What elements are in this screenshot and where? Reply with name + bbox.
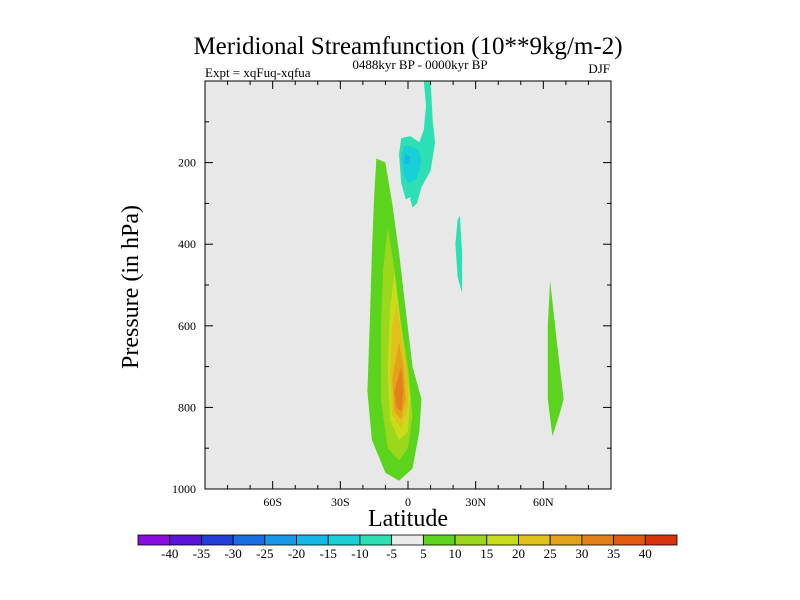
colorbar-label: -10 bbox=[351, 546, 368, 561]
colorbar-label: 40 bbox=[639, 546, 652, 561]
colorbar-label: 35 bbox=[607, 546, 620, 561]
contour-mid-strip-m5 bbox=[455, 215, 463, 294]
colorbar-swatch bbox=[327, 534, 361, 546]
colorbar-swatch bbox=[391, 534, 424, 546]
x-axis-label: Latitude bbox=[368, 506, 448, 532]
x-tick-label: 30N bbox=[465, 495, 486, 509]
colorbar-swatch bbox=[169, 534, 202, 546]
x-tick-label: 0 bbox=[405, 495, 411, 509]
colorbar-swatch bbox=[613, 534, 646, 546]
colorbar-label: 15 bbox=[480, 546, 493, 561]
colorbar-label: -5 bbox=[386, 546, 397, 561]
colorbar-label: -25 bbox=[256, 546, 273, 561]
y-tick-label: 200 bbox=[178, 156, 196, 170]
colorbar-label: 20 bbox=[512, 546, 525, 561]
y-axis-label: Pressure (in hPa) bbox=[118, 205, 144, 369]
colorbar-swatch bbox=[137, 534, 171, 546]
colorbar-swatch bbox=[264, 534, 297, 546]
x-tick-labels: 60S 30S 0 30N 60N bbox=[263, 495, 554, 509]
x-tick-label: 60S bbox=[263, 495, 282, 509]
colorbar-swatch bbox=[581, 534, 614, 546]
colorbar-labels: -40 -35 -30 -25 -20 -15 -10 -5 5 10 15 20 25 30 35 40 bbox=[161, 546, 652, 561]
chart-title: Meridional Streamfunction (10**9kg/m-2) bbox=[193, 33, 622, 60]
subtitle-left: Expt = xqFuq-xqfua bbox=[205, 65, 311, 80]
colorbar-swatch bbox=[549, 534, 583, 546]
colorbar-label: -30 bbox=[224, 546, 241, 561]
colorbar-label: -35 bbox=[193, 546, 210, 561]
colorbar bbox=[137, 534, 678, 546]
y-tick-labels: 200 400 600 800 1000 bbox=[172, 156, 196, 496]
colorbar-swatch bbox=[644, 534, 678, 546]
colorbar-swatch bbox=[518, 534, 551, 546]
x-tick-label: 30S bbox=[331, 495, 350, 509]
y-tick-label: 600 bbox=[178, 319, 196, 333]
subtitle-center: 0488kyr BP - 0000kyr BP bbox=[352, 57, 487, 72]
colorbar-label: -15 bbox=[320, 546, 337, 561]
colorbar-swatch bbox=[201, 534, 234, 546]
colorbar-swatch bbox=[232, 534, 266, 546]
y-tick-label: 1000 bbox=[172, 482, 196, 496]
colorbar-label: 10 bbox=[449, 546, 462, 561]
y-tick-label: 800 bbox=[178, 400, 196, 414]
colorbar-label: 30 bbox=[575, 546, 588, 561]
contour-upper-core-m15 bbox=[403, 154, 411, 165]
contour-sh-cell-35 bbox=[394, 366, 404, 412]
colorbar-swatch bbox=[486, 534, 519, 546]
colorbar-swatch bbox=[359, 534, 393, 546]
colorbar-label: 5 bbox=[420, 546, 427, 561]
subtitle-right: DJF bbox=[588, 61, 610, 76]
axis-ticks bbox=[205, 81, 611, 489]
contour-upper-branch-m5 bbox=[410, 178, 422, 208]
x-tick-label: 60N bbox=[533, 495, 554, 509]
colorbar-swatch bbox=[422, 534, 456, 546]
colorbar-label: -40 bbox=[161, 546, 178, 561]
contour-layer bbox=[367, 81, 564, 481]
contour-nh-cell-5 bbox=[547, 280, 564, 436]
colorbar-swatch bbox=[454, 534, 488, 546]
colorbar-swatch bbox=[296, 534, 329, 546]
colorbar-label: 25 bbox=[544, 546, 557, 561]
y-tick-label: 400 bbox=[178, 237, 196, 251]
colorbar-label: -20 bbox=[288, 546, 305, 561]
